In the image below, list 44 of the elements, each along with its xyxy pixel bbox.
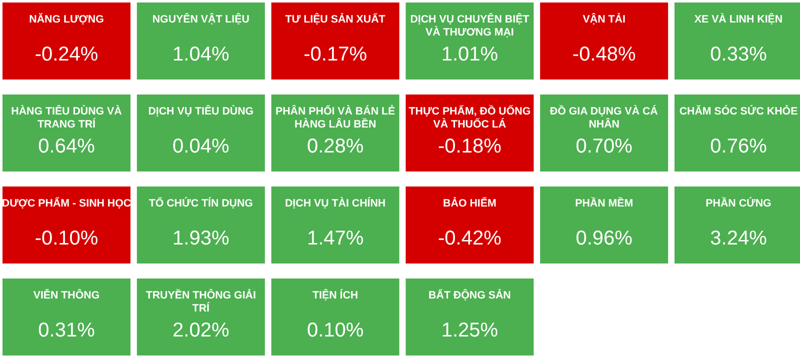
category-label: DỊCH VỤ CHUYÊN BIỆT VÀ THƯƠNG MẠI xyxy=(410,12,530,39)
data-label: 0.33% xyxy=(710,44,768,66)
category-label: NGUYÊN VẬT LIỆU xyxy=(152,12,250,26)
category-label: PHẦN CỨNG xyxy=(706,196,772,210)
data-label: 0.70% xyxy=(576,136,633,158)
category-label: NĂNG LƯỢNG xyxy=(29,12,104,26)
data-label: 0.28% xyxy=(306,136,364,158)
data-label: -0.48% xyxy=(572,44,636,66)
category-label: DỊCH VỤ TÀI CHÍNH xyxy=(284,196,386,210)
data-label: 0.10% xyxy=(306,320,364,342)
data-label: 1.25% xyxy=(441,320,498,342)
data-label: 0.76% xyxy=(710,136,768,158)
category-label: PHÂN PHỐI VÀ BÁN LẺ HÀNG LÂU BỀN xyxy=(276,104,396,131)
data-label: 2.02% xyxy=(172,320,230,342)
category-label: TRUYỀN THÔNG GIẢI TRÍ xyxy=(146,288,256,315)
category-label: ĐỒ GIA DỤNG VÀ CÁ NHÂN xyxy=(550,104,658,131)
data-label: -0.17% xyxy=(304,44,368,66)
data-label: 1.93% xyxy=(172,228,230,250)
data-label: 3.24% xyxy=(710,228,768,250)
category-label: THỰC PHẨM, ĐỒ UỐNG VÀ THUỐC LÁ xyxy=(408,104,531,131)
data-label: 1.04% xyxy=(172,44,230,66)
category-label: TỔ CHỨC TÍN DỤNG xyxy=(148,196,253,210)
data-label: 0.64% xyxy=(38,136,96,158)
category-label: DƯỢC PHẨM - SINH HỌC xyxy=(2,196,132,210)
category-label: HÀNG TIÊU DÙNG VÀ TRANG TRÍ xyxy=(11,104,122,131)
data-label: 1.01% xyxy=(441,44,498,66)
category-label: VIỄN THÔNG xyxy=(33,288,100,302)
data-label: 0.96% xyxy=(576,228,633,250)
data-label: -0.18% xyxy=(438,136,502,158)
category-label: VẬN TẢI xyxy=(582,12,626,26)
data-label: -0.42% xyxy=(438,228,502,250)
category-label: PHẦN MỀM xyxy=(575,196,634,210)
data-label: -0.10% xyxy=(34,228,98,250)
data-label: -0.24% xyxy=(34,44,98,66)
category-label: BẢO HIỂM xyxy=(443,196,496,210)
category-label: BẤT ĐỘNG SẢN xyxy=(428,288,511,302)
data-label: 1.47% xyxy=(306,228,364,250)
category-label: CHĂM SÓC SỨC KHỎE xyxy=(679,104,798,118)
data-label: 0.04% xyxy=(172,136,230,158)
category-label: XE VÀ LINH KIỆN xyxy=(694,12,783,26)
category-label: TIỆN ÍCH xyxy=(312,288,358,302)
category-label: DỊCH VỤ TIÊU DÙNG xyxy=(148,104,254,118)
data-label: 0.31% xyxy=(38,320,96,342)
category-label: TƯ LIỆU SẢN XUẤT xyxy=(285,12,386,26)
